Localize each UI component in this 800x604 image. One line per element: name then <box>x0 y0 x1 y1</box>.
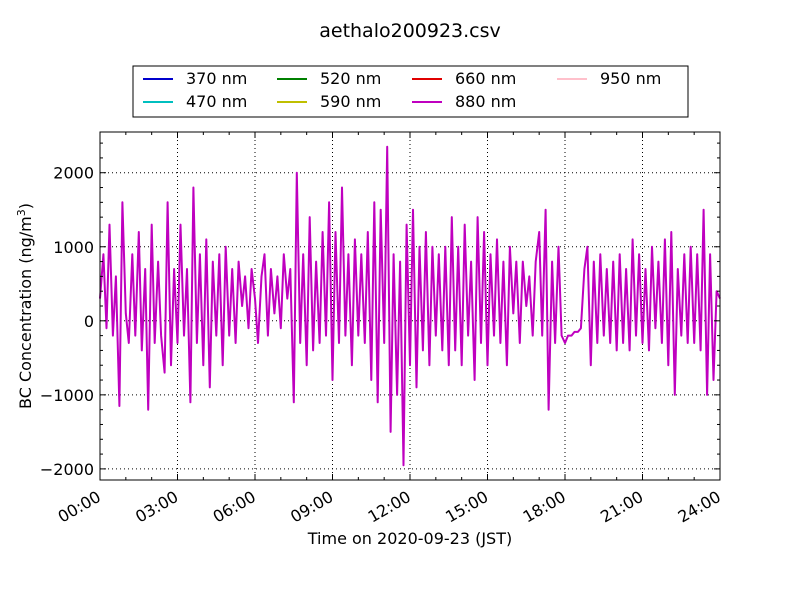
x-tick-label: 06:00 <box>210 487 259 527</box>
x-axis-label: Time on 2020-09-23 (JST) <box>307 529 512 548</box>
x-tick-label: 21:00 <box>597 487 646 527</box>
series-line <box>99 145 721 467</box>
legend-label: 950 nm <box>600 69 661 88</box>
chart-title: aethalo200923.csv <box>319 20 501 42</box>
legend-frame <box>132 65 689 118</box>
legend-label: 520 nm <box>320 69 381 88</box>
legend-label: 590 nm <box>320 92 381 111</box>
series-layer <box>99 145 721 467</box>
ticks <box>99 132 721 480</box>
legend-label: 470 nm <box>186 92 247 111</box>
x-tick-label: 09:00 <box>287 487 336 527</box>
legend-label: 880 nm <box>455 92 516 111</box>
y-tick-label: −1000 <box>40 386 94 405</box>
y-tick-label: 2000 <box>53 164 94 183</box>
x-tick-label: 15:00 <box>442 487 491 527</box>
y-axis-label-main: BC Concentration (ng/m <box>16 216 35 409</box>
y-tick-label: 0 <box>84 312 94 331</box>
x-tick-label: 24:00 <box>675 487 724 527</box>
legend-label: 370 nm <box>186 69 247 88</box>
y-axis-label: BC Concentration (ng/m3) <box>15 203 35 409</box>
y-tick-labels: 2000 1000 0 −1000 −2000 <box>40 164 94 479</box>
x-tick-label: 18:00 <box>520 487 569 527</box>
x-tick-label: 03:00 <box>132 487 181 527</box>
y-axis-label-close: ) <box>16 203 35 209</box>
x-tick-label: 00:00 <box>55 487 104 527</box>
legend: 370 nm 470 nm 520 nm 590 nm 660 nm 880 nm 950 … <box>132 65 689 118</box>
x-tick-label: 12:00 <box>365 487 414 527</box>
y-tick-label: −2000 <box>40 460 94 479</box>
y-axis-label-superscript: 3 <box>15 209 28 216</box>
legend-label: 660 nm <box>455 69 516 88</box>
x-tick-labels: 00:00 03:00 06:00 09:00 12:00 15:00 18:00 21:00… <box>55 487 724 527</box>
y-tick-label: 1000 <box>53 238 94 257</box>
